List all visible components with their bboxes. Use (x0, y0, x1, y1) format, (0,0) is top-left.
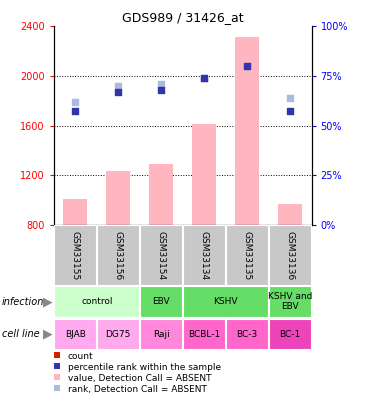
Text: EBV: EBV (152, 297, 170, 306)
Bar (269, 286, 311, 317)
Point (115, 89, 121, 95)
Text: ▶: ▶ (43, 295, 52, 308)
Text: BCBL-1: BCBL-1 (188, 330, 220, 339)
Bar (226, 225, 268, 285)
Bar (140, 286, 182, 317)
Point (287, 107, 293, 114)
Text: GSM33134: GSM33134 (200, 230, 209, 280)
Point (72, 107, 78, 114)
Text: GSM33136: GSM33136 (286, 230, 295, 280)
Text: ▶: ▶ (43, 328, 52, 341)
Bar (235, 38, 259, 225)
Text: control: control (81, 297, 112, 306)
Point (287, 94, 293, 101)
Text: rank, Detection Call = ABSENT: rank, Detection Call = ABSENT (68, 385, 207, 394)
Point (244, 63, 250, 69)
Bar (140, 225, 182, 285)
Bar (140, 319, 182, 350)
Point (115, 83, 121, 89)
Text: BC-3: BC-3 (237, 330, 258, 339)
Text: BJAB: BJAB (65, 330, 86, 339)
Point (201, 75, 207, 82)
Text: count: count (68, 352, 93, 361)
Point (72, 98, 78, 105)
Text: GSM33154: GSM33154 (157, 230, 166, 280)
Title: GDS989 / 31426_at: GDS989 / 31426_at (122, 11, 243, 24)
Text: KSHV: KSHV (213, 297, 238, 306)
Bar (97, 319, 139, 350)
Text: GSM33135: GSM33135 (243, 230, 252, 280)
Bar (63, 199, 87, 225)
Bar (106, 171, 130, 225)
Text: KSHV and
EBV: KSHV and EBV (268, 292, 312, 311)
Text: DG75: DG75 (106, 330, 131, 339)
Bar (269, 319, 311, 350)
Text: GSM33156: GSM33156 (114, 230, 123, 280)
Bar (226, 319, 268, 350)
Text: Raji: Raji (153, 330, 170, 339)
Bar (278, 204, 302, 225)
Bar (183, 225, 225, 285)
Bar (97, 225, 139, 285)
Bar (269, 225, 311, 285)
Bar (54, 286, 139, 317)
Bar (193, 124, 216, 225)
Text: infection: infection (2, 297, 44, 307)
Point (201, 75, 207, 81)
Bar (54, 225, 96, 285)
Text: cell line: cell line (2, 329, 39, 339)
Bar (150, 164, 173, 225)
Bar (183, 319, 225, 350)
Text: value, Detection Call = ABSENT: value, Detection Call = ABSENT (68, 374, 211, 383)
Point (244, 63, 250, 69)
Point (158, 81, 164, 87)
Text: GSM33155: GSM33155 (71, 230, 80, 280)
Bar (183, 286, 268, 317)
Text: percentile rank within the sample: percentile rank within the sample (68, 363, 221, 372)
Text: BC-1: BC-1 (279, 330, 301, 339)
Bar (54, 319, 96, 350)
Point (158, 86, 164, 93)
